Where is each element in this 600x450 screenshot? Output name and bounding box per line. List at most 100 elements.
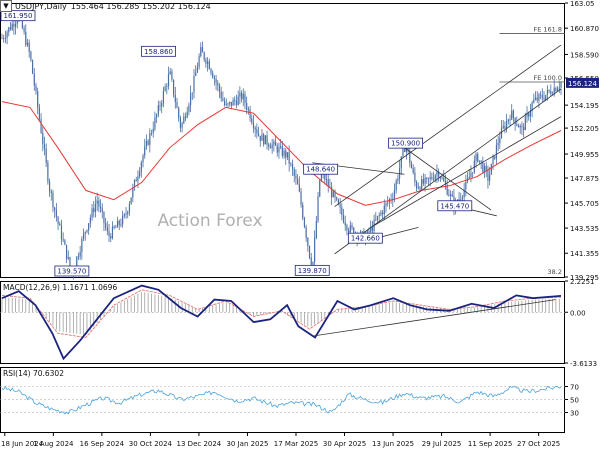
candle-body xyxy=(392,198,394,200)
candle-body xyxy=(317,196,319,222)
price-annotation-box xyxy=(437,200,473,212)
candle-body xyxy=(135,179,137,182)
candle-body xyxy=(324,171,326,180)
candle-body xyxy=(325,179,328,181)
x-tick-label: 16 Sep 2024 xyxy=(80,440,125,448)
candle-body xyxy=(478,160,481,162)
candle-body xyxy=(502,126,504,128)
candle-body xyxy=(52,192,54,208)
macd-title: MACD(12,26,9) 1.1671 1.0696 xyxy=(3,283,117,292)
candle-body xyxy=(223,100,226,105)
candle-body xyxy=(37,91,39,108)
candle-body xyxy=(86,229,88,232)
candle-body xyxy=(76,256,78,268)
candle-body xyxy=(47,162,49,182)
candle-body xyxy=(6,32,8,38)
candle-body xyxy=(191,92,193,94)
trend-line xyxy=(370,116,562,228)
candle-body xyxy=(545,94,547,100)
candle-body xyxy=(438,171,440,178)
candle-body xyxy=(286,152,289,158)
x-tick-label: 30 Apr 2025 xyxy=(323,440,366,448)
candle-body xyxy=(375,219,377,221)
trend-line xyxy=(334,44,562,207)
candle-body xyxy=(142,155,144,163)
candle-body xyxy=(472,172,474,174)
candle-body xyxy=(380,212,382,216)
candle-body xyxy=(465,181,467,190)
candle-body xyxy=(103,211,105,224)
price-panel-frame xyxy=(0,3,565,278)
candle-body xyxy=(186,111,188,118)
candle-body xyxy=(371,226,374,232)
candle-body xyxy=(443,177,445,182)
candle-body xyxy=(336,197,338,200)
candle-body xyxy=(441,177,443,179)
candle-body xyxy=(108,231,110,237)
candle-body xyxy=(422,179,424,184)
candle-body xyxy=(421,179,423,190)
candle-body xyxy=(468,176,470,179)
candle-body xyxy=(415,182,418,189)
candle-body xyxy=(475,153,477,161)
candle-body xyxy=(65,244,68,259)
candle-body xyxy=(259,135,261,141)
candle-body xyxy=(315,221,317,239)
candle-body xyxy=(497,143,499,146)
candle-body xyxy=(91,208,93,218)
candle-body xyxy=(154,117,156,129)
candle-body xyxy=(59,223,61,226)
candle-body xyxy=(237,96,239,105)
candle-body xyxy=(239,92,241,97)
candle-body xyxy=(50,191,52,193)
candle-body xyxy=(297,178,299,185)
candle-body xyxy=(227,103,229,105)
candle-body xyxy=(555,87,557,91)
candle-body xyxy=(470,172,472,177)
candle-body xyxy=(122,215,124,225)
candle-body xyxy=(305,227,307,238)
candle-body xyxy=(397,178,399,181)
candle-body xyxy=(274,141,277,146)
candle-body xyxy=(483,166,486,173)
candle-body xyxy=(489,174,491,181)
candle-body xyxy=(106,227,108,232)
candle-body xyxy=(193,75,195,93)
candle-body xyxy=(88,223,90,230)
candle-body xyxy=(404,149,406,152)
macd-signal-line xyxy=(1,289,562,338)
dropdown-arrow-icon[interactable]: ▼ xyxy=(0,0,12,12)
candle-body xyxy=(156,114,158,118)
price-tick-label: 158.590 xyxy=(570,51,599,59)
candle-body xyxy=(385,203,387,206)
candle-body xyxy=(548,89,550,92)
price-tick-label: 143.535 xyxy=(570,225,599,233)
moving-average-line xyxy=(1,101,562,206)
price-annotation-box xyxy=(0,10,36,22)
candle-body xyxy=(144,146,146,156)
candle-body xyxy=(266,135,268,145)
candle-body xyxy=(132,187,134,198)
candle-body xyxy=(407,146,409,152)
candle-body xyxy=(553,87,555,95)
price-tick-label: 149.955 xyxy=(570,151,599,159)
candle-body xyxy=(424,177,426,184)
x-tick-label: 18 Jun 2024 xyxy=(1,440,44,448)
candle-body xyxy=(173,79,175,95)
candle-body xyxy=(523,127,525,131)
candle-body xyxy=(181,123,183,128)
candle-body xyxy=(43,144,46,149)
price-annotation-box xyxy=(347,232,383,244)
candle-body xyxy=(240,92,243,100)
candle-body xyxy=(381,212,384,215)
x-tick-label: 17 Mar 2025 xyxy=(274,440,318,448)
candle-body xyxy=(298,184,300,192)
candle-body xyxy=(89,217,91,224)
candle-body xyxy=(178,107,180,118)
candle-body xyxy=(337,199,340,205)
price-annotation-box xyxy=(303,163,339,175)
candle-body xyxy=(417,187,419,189)
x-tick-label: 30 Oct 2024 xyxy=(129,440,173,448)
candle-body xyxy=(161,103,163,107)
candle-body xyxy=(62,239,64,241)
